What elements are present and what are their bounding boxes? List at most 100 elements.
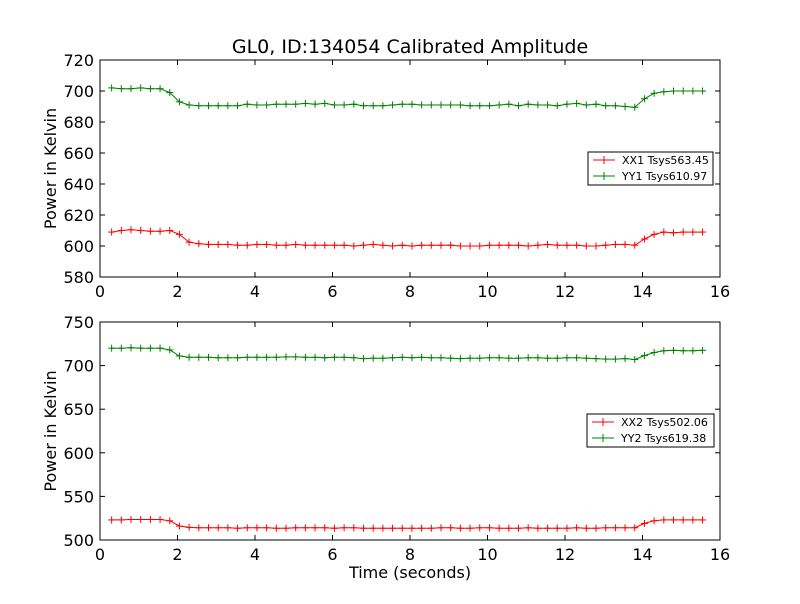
data-point	[369, 102, 377, 110]
data-point	[689, 228, 697, 236]
data-point	[689, 516, 697, 524]
data-point	[573, 354, 581, 362]
y-tick-label: 650	[63, 400, 94, 419]
data-point	[292, 100, 300, 108]
data-point	[582, 524, 590, 532]
subplot-container: 0 2 4 6 8 10 12 14 16580600620640660680700720Pow…	[41, 51, 730, 564]
data-point	[515, 241, 522, 249]
data-point	[631, 241, 639, 249]
data-point	[544, 101, 552, 109]
data-point	[389, 242, 397, 250]
data-point	[534, 101, 542, 109]
data-point	[592, 100, 600, 108]
data-point	[544, 240, 552, 248]
data-point	[418, 353, 426, 361]
x-tick-label: 12	[555, 545, 575, 564]
data-point	[127, 344, 135, 352]
data-point	[330, 353, 338, 361]
data-point	[553, 354, 561, 362]
data-point	[175, 522, 183, 530]
data-point	[311, 353, 319, 361]
data-point	[544, 524, 552, 532]
legend-label: XX1 Tsys563.45	[622, 154, 709, 167]
data-point	[398, 241, 406, 249]
x-tick-label: 2	[172, 282, 182, 301]
data-point	[631, 355, 639, 363]
data-point	[369, 524, 377, 532]
data-point	[195, 102, 203, 110]
data-point	[234, 354, 242, 362]
data-point	[408, 524, 416, 532]
data-point	[389, 354, 397, 362]
data-point	[505, 241, 513, 249]
data-point	[418, 524, 426, 532]
data-point	[379, 524, 387, 532]
data-point	[573, 524, 581, 532]
data-point	[253, 353, 261, 361]
data-point	[582, 242, 590, 250]
legend: XX1 Tsys563.45 YY1 Tsys610.97	[587, 151, 714, 186]
data-point	[389, 524, 397, 532]
data-point	[544, 354, 552, 362]
data-point	[205, 240, 212, 248]
data-point	[621, 524, 629, 532]
data-point	[398, 353, 406, 361]
data-point	[379, 102, 387, 110]
legend-label: YY2 Tsys619.38	[620, 432, 706, 445]
data-point	[398, 100, 406, 108]
data-point	[466, 354, 474, 362]
data-point	[640, 235, 648, 243]
data-point	[321, 99, 329, 107]
data-point	[379, 354, 387, 362]
data-point	[360, 355, 367, 363]
x-tick-label: 10	[477, 282, 497, 301]
plot-frame	[99, 321, 721, 541]
data-point	[408, 354, 416, 362]
data-point	[476, 354, 484, 362]
y-tick-label: 600	[63, 444, 94, 463]
data-point	[437, 241, 445, 249]
data-point	[670, 346, 677, 354]
x-tick-label: 6	[327, 282, 337, 301]
data-point	[611, 524, 619, 532]
x-tick-label: 16	[710, 545, 730, 564]
data-point	[301, 99, 309, 107]
x-tick-label: 10	[477, 545, 497, 564]
data-point	[418, 241, 426, 249]
data-point	[398, 524, 406, 532]
data-point	[301, 524, 309, 532]
data-point	[108, 84, 116, 92]
data-point	[524, 354, 532, 362]
data-point	[485, 354, 493, 362]
data-point	[602, 241, 610, 249]
legend: XX2 Tsys502.06 YY2 Tsys619.38	[586, 413, 715, 448]
data-point	[505, 524, 513, 532]
data-point	[224, 354, 232, 362]
data-point	[660, 228, 668, 236]
data-point	[456, 524, 464, 532]
data-point	[495, 101, 503, 109]
data-point	[466, 102, 474, 110]
data-point	[253, 524, 261, 532]
data-point	[689, 347, 697, 355]
x-tick-label: 0	[95, 545, 105, 564]
legend-entry: XX2 Tsys502.06	[592, 416, 708, 429]
data-point	[330, 524, 338, 532]
data-point	[640, 519, 648, 527]
data-point	[534, 241, 542, 249]
data-point	[214, 240, 222, 248]
data-point	[621, 103, 629, 110]
data-point	[234, 241, 242, 249]
data-point	[476, 242, 484, 250]
data-point	[292, 353, 300, 361]
data-point	[466, 524, 474, 532]
data-point	[311, 524, 319, 532]
data-point	[611, 355, 619, 363]
data-point	[553, 241, 561, 249]
y-tick-label: 550	[63, 487, 94, 506]
data-point	[466, 242, 474, 250]
data-point	[156, 227, 164, 235]
data-point	[447, 101, 455, 109]
data-point	[495, 524, 503, 532]
data-point	[234, 102, 242, 110]
